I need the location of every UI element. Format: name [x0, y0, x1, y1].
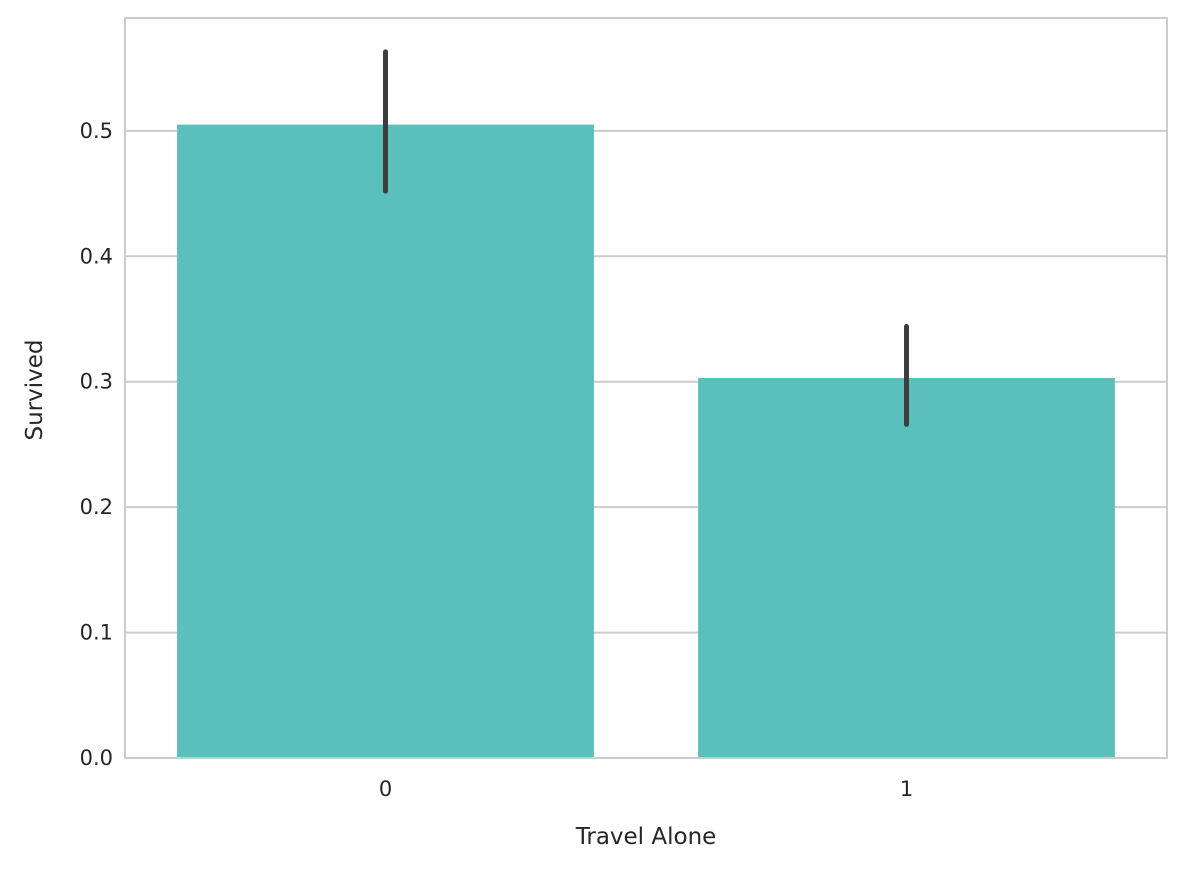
- x-tick-label: 0: [379, 777, 392, 801]
- y-tick-label: 0.4: [80, 244, 113, 268]
- x-axis-label: Travel Alone: [575, 824, 717, 850]
- error-bars: [383, 49, 909, 427]
- y-tick-label: 0.1: [80, 621, 113, 645]
- bar: [177, 124, 594, 758]
- y-tick-label: 0.2: [80, 495, 113, 519]
- y-tick-label: 0.0: [80, 746, 113, 770]
- bars: [177, 124, 1115, 758]
- x-tick-label: 1: [900, 777, 913, 801]
- plot-frame: [124, 17, 1168, 759]
- y-tick-labels: 0.0 0.1 0.2 0.3 0.4 0.5: [80, 119, 113, 770]
- y-axis-label: Survived: [22, 340, 48, 441]
- bar: [698, 377, 1115, 758]
- y-tick-label: 0.3: [80, 370, 113, 394]
- y-tick-label: 0.5: [80, 119, 113, 143]
